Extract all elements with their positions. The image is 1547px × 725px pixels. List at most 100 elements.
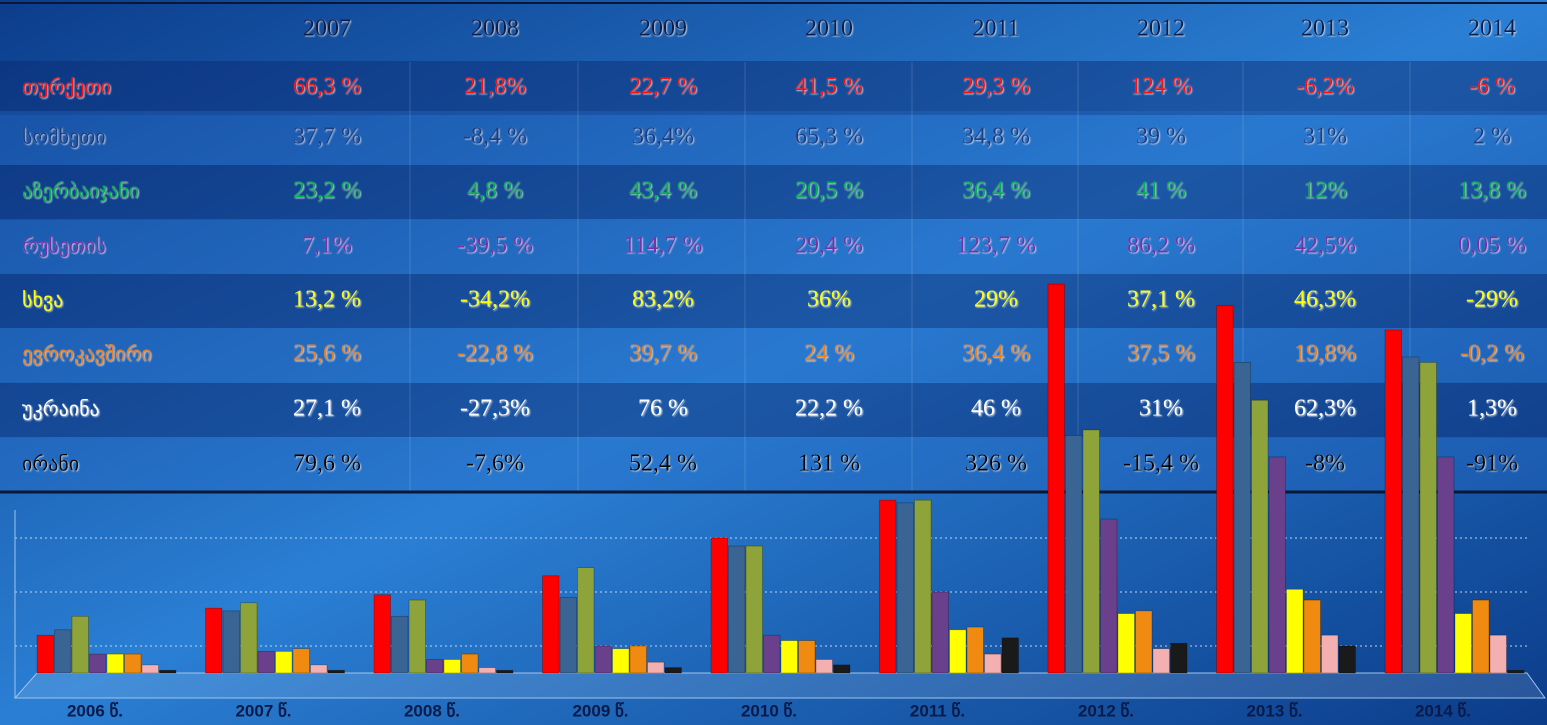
cell: 37,1 % [1127, 287, 1195, 313]
bar [728, 545, 746, 674]
cell: 41 % [1136, 178, 1186, 204]
column-header: 2010 [805, 16, 853, 42]
bar [594, 645, 612, 674]
cell: -39,5 % [457, 233, 533, 259]
bar [478, 667, 496, 674]
cell: -91% [1466, 451, 1518, 477]
bar [577, 567, 595, 674]
bar [1437, 456, 1455, 674]
cell: 19,8% [1294, 341, 1356, 367]
cell: 123,7 % [956, 233, 1036, 259]
bar [496, 669, 514, 674]
row-band [0, 61, 1547, 115]
x-tick-label: 2008 წ. [404, 701, 460, 720]
cell: 20,5 % [795, 178, 863, 204]
bar [833, 664, 851, 674]
bar [443, 659, 461, 674]
bar [763, 634, 781, 674]
row-label: ევროკავშირი [22, 342, 152, 366]
cell: 65,3 % [795, 124, 863, 150]
cell: 22,7 % [629, 74, 697, 100]
cell: 31% [1139, 396, 1183, 422]
bar [1233, 362, 1251, 674]
bar [1170, 642, 1188, 674]
bar [559, 597, 577, 674]
cell: -7,6% [466, 451, 524, 477]
bar [89, 653, 107, 674]
bar [914, 499, 932, 674]
bar [896, 502, 914, 674]
cell: 36,4 % [962, 341, 1030, 367]
cell: -15,4 % [1123, 451, 1199, 477]
bar [124, 653, 142, 674]
row-label: რუსეთის [22, 234, 106, 258]
bar [461, 653, 479, 674]
column-header: 2012 [1137, 16, 1185, 42]
cell: 21,8% [464, 74, 526, 100]
cell: 29,3 % [962, 74, 1030, 100]
cell: 326 % [965, 451, 1027, 477]
bar [1321, 634, 1339, 674]
bar [71, 615, 89, 674]
bar [931, 591, 949, 674]
cell: 13,8 % [1458, 178, 1526, 204]
cell: -34,2% [460, 287, 530, 313]
cell: 34,8 % [962, 124, 1030, 150]
bar [1001, 637, 1019, 674]
cell: 0,05 % [1458, 233, 1526, 259]
bar [426, 659, 444, 674]
row-band [0, 383, 1547, 437]
bar [949, 629, 967, 674]
x-tick-label: 2009 წ. [572, 701, 628, 720]
cell: 37,7 % [293, 124, 361, 150]
cell: -8,4 % [463, 124, 527, 150]
bar [879, 499, 897, 674]
cell: 36% [807, 287, 851, 313]
column-header: 2011 [972, 16, 1019, 42]
bar [275, 651, 293, 674]
bar [629, 645, 647, 674]
bar [1286, 588, 1304, 674]
cell: 42,5% [1294, 233, 1356, 259]
cell: 37,5 % [1127, 341, 1195, 367]
cell: 24 % [804, 341, 854, 367]
bar [36, 634, 54, 674]
bar [815, 659, 833, 674]
bar [1507, 669, 1525, 674]
bar [1454, 613, 1472, 674]
x-tick-label: 2011 წ. [910, 701, 965, 720]
cell: 39 % [1136, 124, 1186, 150]
bar [1135, 610, 1153, 674]
cell: 4,8 % [467, 178, 523, 204]
row-label: უკრაინა [22, 397, 100, 421]
row-band [0, 274, 1547, 328]
bar [984, 653, 1002, 674]
bar [780, 640, 798, 674]
bar [327, 669, 345, 674]
cell: 31% [1303, 124, 1347, 150]
cell: 62,3% [1294, 396, 1356, 422]
column-header: 2013 [1301, 16, 1349, 42]
cell: 2 % [1473, 124, 1511, 150]
cell: -6,2% [1296, 74, 1354, 100]
bar [612, 648, 630, 674]
bar [1117, 613, 1135, 674]
cell: 25,6 % [293, 341, 361, 367]
bar [1384, 329, 1402, 674]
cell: -27,3% [460, 396, 530, 422]
column-header: 2007 [303, 16, 351, 42]
cell: 7,1% [302, 233, 352, 259]
cell: 22,2 % [795, 396, 863, 422]
bar [240, 602, 258, 674]
bar [1303, 599, 1321, 674]
cell: 43,4 % [629, 178, 697, 204]
bar [257, 651, 275, 674]
cell: 79,6 % [293, 451, 361, 477]
bar [391, 615, 409, 674]
cell: 41,5 % [795, 74, 863, 100]
cell: -22,8 % [457, 341, 533, 367]
x-tick-label: 2014 წ. [1415, 701, 1471, 720]
bar [1216, 305, 1234, 674]
cell: -6 % [1469, 74, 1515, 100]
